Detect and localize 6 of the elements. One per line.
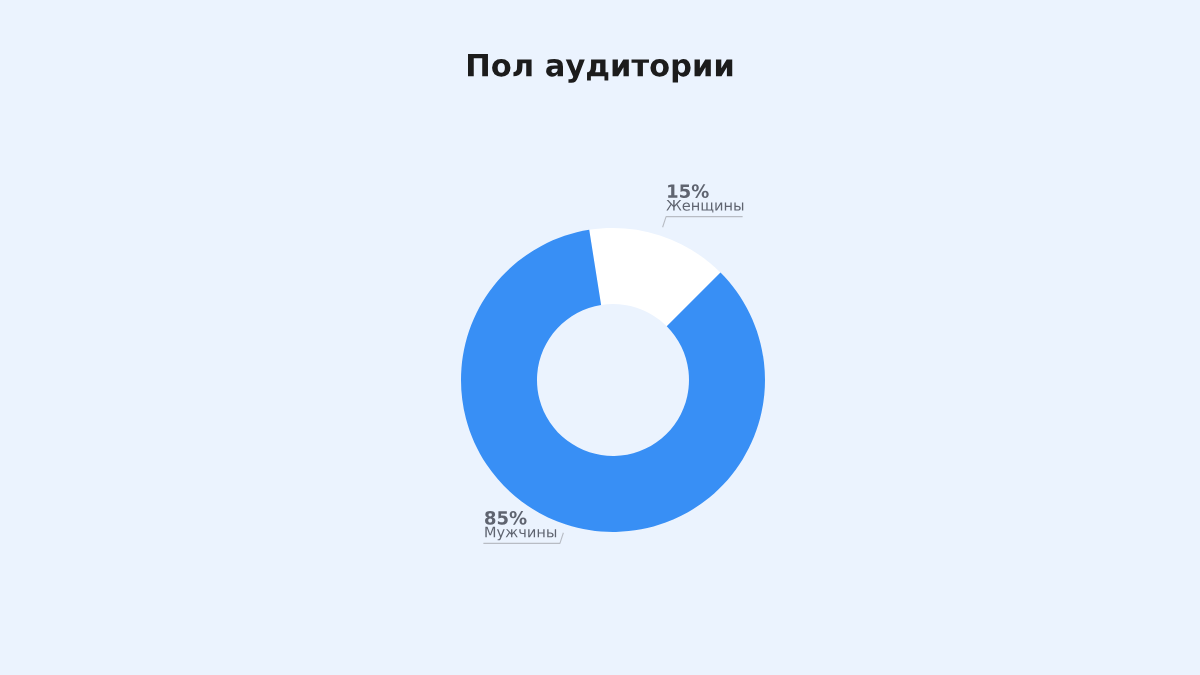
chart-title: Пол аудитории (468, 53, 733, 83)
donut-slice (589, 228, 721, 327)
data-label: 85% (485, 511, 527, 525)
slice-label: Мужчины (485, 526, 557, 541)
data-label: 15% (668, 184, 709, 198)
slice-label: Женщины (666, 199, 744, 213)
